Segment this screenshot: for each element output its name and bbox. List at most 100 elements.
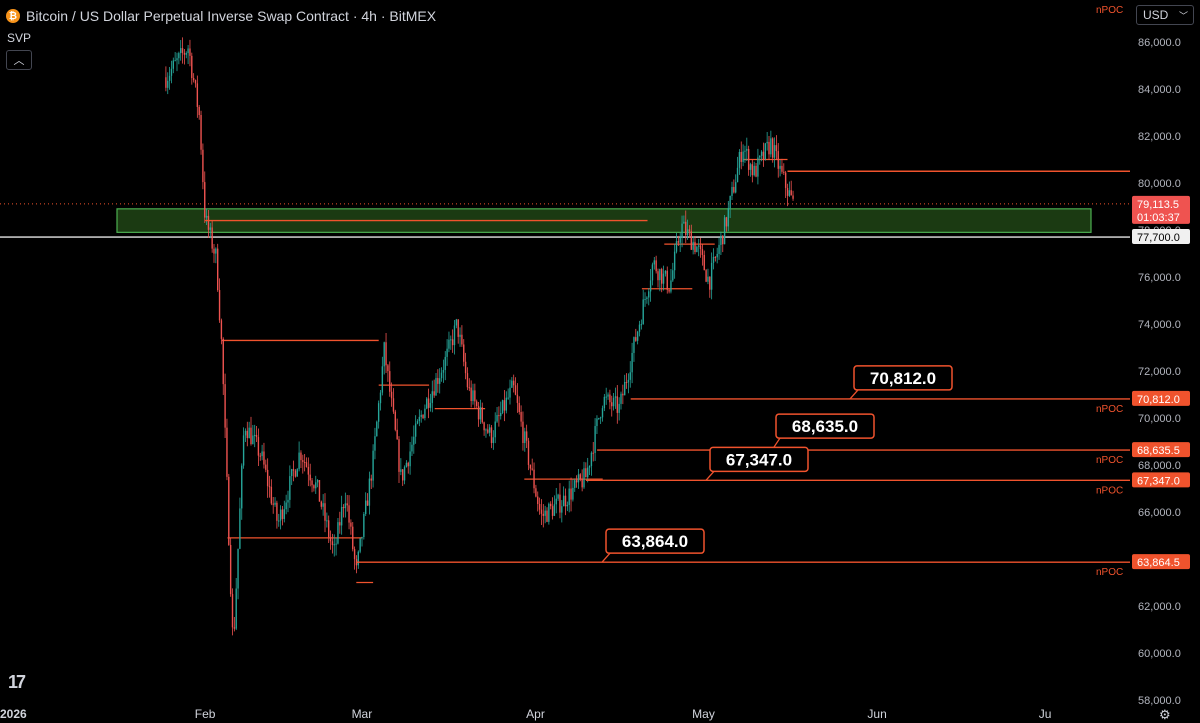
candle-body — [770, 138, 772, 155]
candle-body — [612, 397, 615, 407]
candle-body — [377, 403, 380, 422]
npoc-tag: nPOC — [1096, 455, 1123, 466]
candle-body — [476, 401, 478, 406]
candle-body — [241, 465, 243, 509]
candle-body — [590, 452, 593, 467]
candle-body — [263, 451, 265, 465]
candle-body — [298, 452, 300, 470]
candle-body — [446, 348, 448, 357]
candle-body — [346, 503, 348, 506]
candle-body — [194, 80, 197, 84]
candle-body — [505, 397, 507, 411]
current-price-tag-bg — [1132, 195, 1190, 224]
tradingview-logo[interactable]: 17 — [8, 672, 26, 692]
candle-body — [677, 241, 680, 243]
candle-body — [433, 391, 435, 396]
callout-box — [775, 413, 875, 439]
candle-body — [581, 479, 583, 488]
chevron-down-icon: ﹀ — [1178, 11, 1188, 21]
candle-body — [755, 165, 757, 177]
candle-body — [315, 482, 317, 489]
candle-body — [396, 429, 398, 440]
bar-countdown: 01:03:37 — [1137, 212, 1180, 224]
candle-body — [731, 186, 733, 196]
npoc-tag: nPOC — [1096, 5, 1123, 16]
candle-body — [174, 60, 176, 62]
candle-body — [751, 164, 754, 176]
candle-body — [555, 498, 557, 505]
candle-body — [790, 190, 792, 196]
candle-body — [235, 588, 237, 629]
candle-body — [546, 510, 548, 522]
candle-body — [366, 500, 369, 506]
candle-body — [291, 469, 293, 477]
chart-header: ₿ Bitcoin / US Dollar Perpetual Inverse … — [6, 6, 436, 26]
candle-body — [278, 520, 280, 522]
candle-body — [342, 506, 345, 509]
candle-body — [261, 451, 263, 457]
candle-body — [450, 339, 452, 341]
candle-body — [472, 390, 474, 401]
candle-body — [551, 506, 554, 516]
candle-body — [760, 151, 763, 156]
candle-body — [631, 352, 633, 373]
candle-body — [753, 165, 755, 176]
candle-body — [627, 379, 630, 383]
candle-body — [681, 223, 683, 238]
candle-body — [359, 538, 361, 552]
candle-body — [481, 407, 483, 423]
candle-body — [394, 411, 396, 430]
candle-body — [228, 476, 230, 545]
indicator-label-svp[interactable]: SVP — [7, 31, 32, 45]
candle-body — [622, 393, 624, 396]
candle-body — [429, 402, 432, 408]
support-tag-bg — [1132, 229, 1190, 245]
candle-body — [492, 437, 495, 444]
candle-body — [738, 151, 741, 168]
candle-body — [400, 469, 402, 472]
y-tick-label: 60,000.0 — [1138, 648, 1181, 660]
x-tick-label: May — [692, 707, 715, 721]
candle-body — [661, 269, 663, 284]
candle-body — [718, 244, 720, 254]
candle-body — [611, 402, 613, 407]
gear-icon[interactable]: ⚙ — [1159, 707, 1171, 722]
candle-body — [535, 488, 537, 497]
callout-box — [853, 365, 953, 391]
candle-body — [439, 378, 441, 384]
candle-body — [625, 381, 628, 383]
candle-body — [320, 501, 322, 507]
npoc-tag: nPOC — [1096, 404, 1123, 415]
candle-body — [664, 270, 667, 274]
support-tag: 77,700.0 — [1137, 232, 1180, 244]
candle-body — [485, 429, 487, 431]
candle-body — [376, 421, 378, 437]
candle-body — [490, 427, 493, 444]
bitcoin-icon: ₿ — [6, 9, 20, 23]
candle-body — [518, 402, 520, 413]
y-tick-label: 58,000.0 — [1138, 695, 1181, 707]
candle-body — [712, 256, 715, 263]
candle-body — [636, 331, 639, 341]
candle-body — [503, 400, 506, 411]
candle-body — [209, 227, 211, 230]
candle-body — [176, 58, 178, 61]
candle-body — [279, 509, 282, 521]
price-tag-bg — [1132, 390, 1190, 406]
candle-body — [488, 427, 491, 433]
chevron-up-icon[interactable]: ︿ — [6, 50, 32, 70]
candle-body — [374, 436, 376, 451]
x-tick-label: Ju — [1039, 707, 1052, 721]
candle-body — [548, 503, 550, 522]
candle-body — [620, 393, 622, 404]
callout-pointer — [601, 552, 611, 563]
currency-selector[interactable]: USD ﹀ — [1136, 5, 1194, 25]
candle-body — [498, 415, 500, 417]
candle-body — [792, 195, 794, 199]
candle-body — [607, 394, 609, 397]
candle-body — [786, 187, 789, 196]
price-tag: 63,864.5 — [1137, 557, 1180, 569]
candle-body — [777, 151, 779, 169]
candle-body — [759, 155, 761, 158]
